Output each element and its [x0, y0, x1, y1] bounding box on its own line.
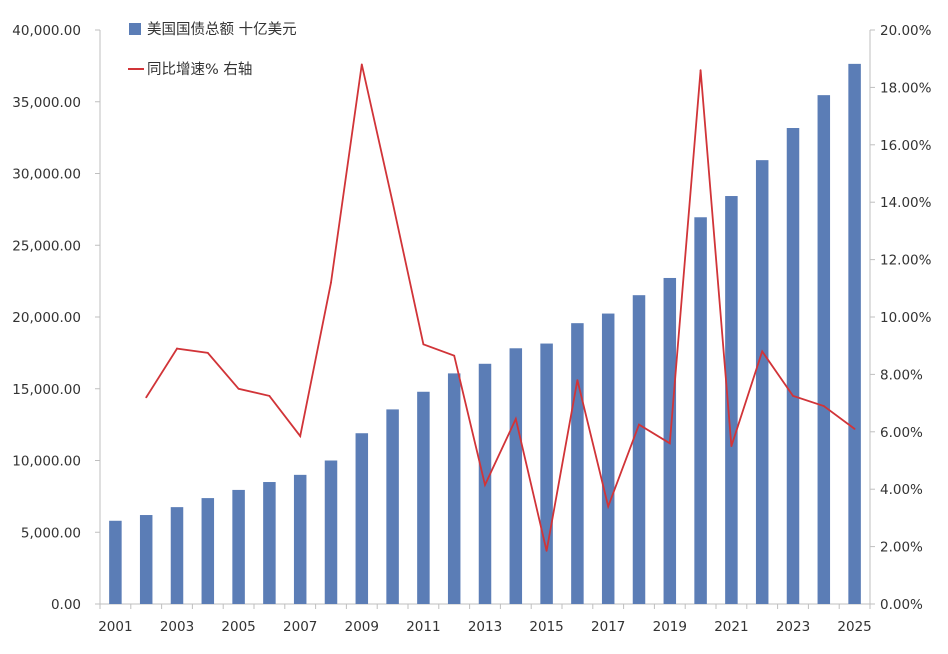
x-tick-label: 2015: [529, 619, 563, 635]
left-tick-label: 10,000.00: [12, 454, 81, 470]
debt-bar: [540, 343, 553, 604]
debt-bar: [509, 348, 523, 604]
growth-point: [237, 387, 240, 390]
right-tick-label: 16.00%: [880, 138, 932, 154]
left-tick-label: 35,000.00: [12, 95, 81, 111]
right-tick-label: 8.00%: [880, 367, 923, 383]
growth-point: [330, 281, 332, 284]
debt-bar: [447, 373, 461, 604]
chart-legend: 美国国债总额 十亿美元 同比增速% 右轴: [128, 21, 297, 78]
debt-bar: [417, 391, 430, 604]
right-axis-ticks: 0.00% 2.00% 4.00% 6.00% 8.00% 10.00% 12.00% 14.…: [870, 23, 932, 613]
debt-bar: [386, 409, 399, 604]
growth-point: [484, 483, 486, 486]
growth-point: [638, 423, 640, 426]
x-tick-label: 2023: [776, 619, 810, 635]
growth-point: [668, 442, 671, 445]
debt-bar: [725, 196, 738, 605]
debt-bar: [324, 460, 338, 604]
right-tick-label: 18.00%: [880, 80, 932, 96]
growth-point: [514, 417, 517, 420]
growth-point: [299, 435, 302, 438]
right-tick-label: 20.00%: [880, 23, 932, 39]
right-tick-label: 14.00%: [880, 195, 932, 211]
debt-bar: [571, 323, 584, 604]
left-axis-ticks: 0.00 5,000.00 10,000.00 15,000.00 20,000.00 2…: [12, 23, 100, 613]
left-tick-label: 20,000.00: [12, 310, 81, 326]
growth-point: [453, 354, 456, 357]
growth-point: [853, 428, 856, 430]
x-tick-label: 2003: [160, 619, 194, 635]
x-tick-label: 2005: [221, 619, 255, 635]
right-tick-label: 12.00%: [880, 253, 932, 269]
growth-point: [607, 505, 610, 508]
x-tick-label: 2013: [468, 619, 502, 635]
debt-bar: [755, 160, 769, 605]
debt-bar: [355, 433, 369, 604]
growth-point: [822, 405, 825, 407]
x-tick-label: 2009: [345, 619, 379, 635]
debt-bar: [139, 515, 153, 604]
x-tick-label: 2025: [837, 619, 871, 635]
growth-point: [422, 343, 425, 346]
debt-bar: [786, 128, 800, 604]
left-tick-label: 0.00: [51, 597, 81, 613]
left-tick-label: 30,000.00: [12, 167, 81, 183]
right-tick-label: 10.00%: [880, 310, 932, 326]
growth-point: [145, 396, 148, 399]
growth-point: [206, 351, 209, 354]
x-tick-label: 2017: [591, 619, 625, 635]
left-tick-label: 25,000.00: [12, 238, 81, 254]
growth-point: [176, 347, 178, 350]
left-tick-label: 15,000.00: [12, 382, 81, 398]
growth-rate-line: [145, 64, 856, 552]
left-tick-label: 40,000.00: [12, 23, 81, 39]
growth-point: [545, 550, 548, 552]
debt-bar: [109, 520, 122, 604]
x-tick-label: 2001: [98, 619, 132, 635]
debt-bar: [848, 63, 861, 604]
legend-label-growth: 同比增速% 右轴: [147, 61, 252, 78]
right-tick-label: 6.00%: [880, 425, 923, 441]
growth-rate-points: [145, 63, 856, 552]
debt-bar: [170, 507, 184, 604]
right-tick-label: 0.00%: [880, 597, 923, 613]
legend-label-debt: 美国国债总额 十亿美元: [147, 21, 297, 38]
debt-bar: [293, 474, 307, 604]
x-axis-ticks: 2001 2003 2005 2007 2009 2011 2013 2015 2017 2019…: [98, 604, 872, 635]
debt-bars: [109, 63, 861, 605]
growth-point: [761, 350, 764, 353]
x-tick-label: 2011: [406, 619, 440, 635]
growth-point: [699, 69, 702, 72]
growth-point: [792, 395, 794, 397]
debt-bar: [694, 217, 707, 604]
left-tick-label: 5,000.00: [21, 525, 81, 541]
debt-bar: [232, 489, 245, 604]
growth-point: [360, 63, 363, 66]
debt-bar: [817, 95, 831, 605]
x-tick-label: 2007: [283, 619, 317, 635]
x-tick-label: 2019: [653, 619, 687, 635]
debt-bar: [601, 313, 615, 604]
growth-point: [391, 201, 394, 204]
legend-swatch-debt: [129, 23, 141, 35]
right-tick-label: 2.00%: [880, 540, 923, 556]
growth-point: [576, 379, 579, 382]
right-tick-label: 4.00%: [880, 482, 923, 498]
growth-point: [730, 445, 733, 448]
debt-bar: [263, 482, 276, 604]
debt-bar: [201, 498, 215, 604]
x-tick-label: 2021: [714, 619, 748, 635]
debt-bar: [632, 295, 646, 604]
growth-point: [268, 395, 271, 397]
